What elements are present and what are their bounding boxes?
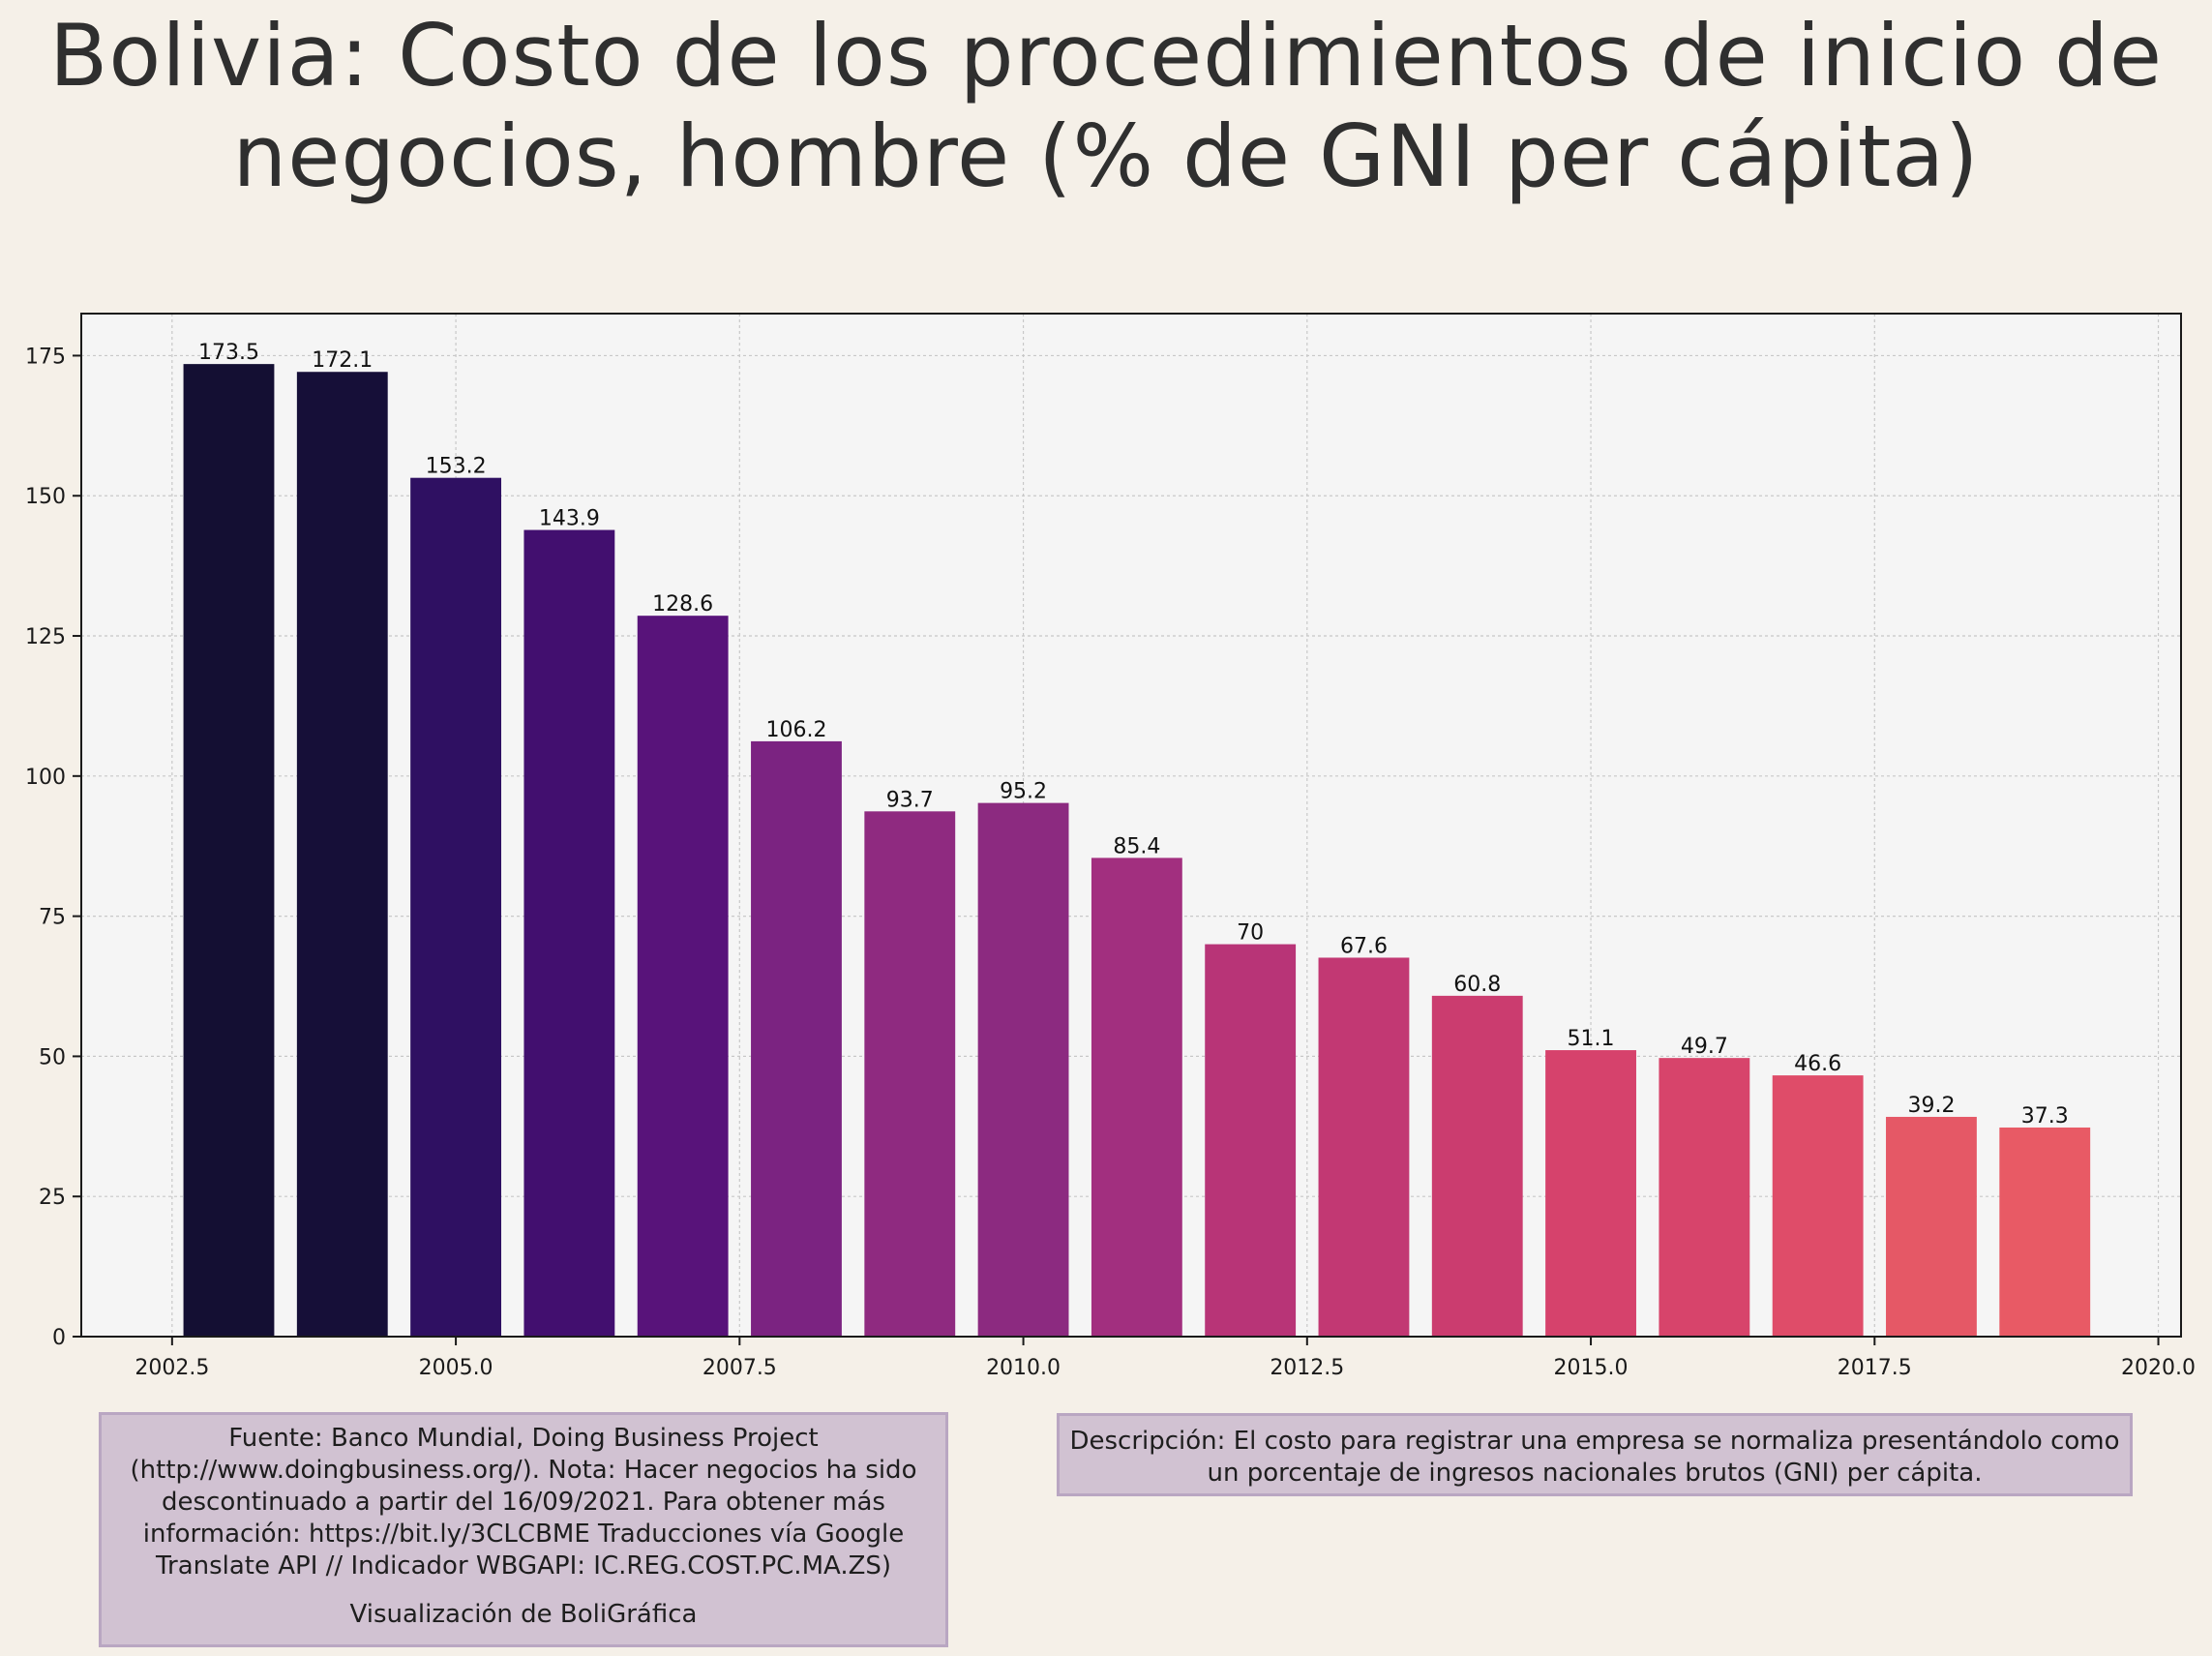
bar xyxy=(1318,957,1410,1337)
y-tick-label: 150 xyxy=(25,485,66,509)
bar-value-label: 70 xyxy=(1237,921,1264,946)
y-tick-label: 75 xyxy=(39,906,66,930)
bar-value-label: 49.7 xyxy=(1681,1035,1728,1059)
bar xyxy=(1772,1075,1864,1337)
x-tick-label: 2017.5 xyxy=(1838,1356,1912,1380)
bar-value-label: 153.2 xyxy=(426,455,487,479)
bar-chart: 173.5 172.1 153.2 143.9 128.6 106.2 93.7 95.2 85… xyxy=(25,313,2196,1380)
bar-value-label: 95.2 xyxy=(1000,780,1047,804)
bar-value-label: 143.9 xyxy=(539,507,600,531)
chart-title: Bolivia: Costo de los procedimientos de … xyxy=(48,6,2164,206)
plot-frame xyxy=(80,313,2182,1338)
x-tick-label: 2002.5 xyxy=(135,1356,209,1380)
bar xyxy=(1431,995,1523,1337)
bar xyxy=(1205,944,1297,1337)
bar-value-label: 85.4 xyxy=(1113,834,1160,858)
bar xyxy=(296,372,388,1338)
bar-value-label: 37.3 xyxy=(2021,1104,2069,1129)
y-tick-label: 0 xyxy=(52,1326,66,1350)
bar xyxy=(637,616,729,1337)
bar-value-label: 106.2 xyxy=(765,718,826,742)
bar-value-label: 46.6 xyxy=(1794,1052,1841,1076)
y-tick-label: 50 xyxy=(39,1045,66,1069)
x-tick-label: 2010.0 xyxy=(986,1356,1061,1380)
source-text: Fuente: Banco Mundial, Doing Business Pr… xyxy=(130,1424,917,1581)
bar-value-label: 172.1 xyxy=(312,348,373,373)
bar xyxy=(751,740,842,1337)
bar xyxy=(523,529,615,1337)
y-tick-label: 25 xyxy=(39,1186,66,1210)
x-tick-label: 2012.5 xyxy=(1270,1356,1344,1380)
bar-value-label: 173.5 xyxy=(198,341,259,365)
y-tick-label: 125 xyxy=(25,625,66,649)
bar-value-label: 60.8 xyxy=(1453,973,1501,997)
bar xyxy=(183,364,275,1337)
y-tick-label: 100 xyxy=(25,766,66,790)
bar xyxy=(977,802,1069,1337)
bar xyxy=(1659,1058,1750,1337)
bar xyxy=(410,477,501,1337)
data-labels: 173.5 172.1 153.2 143.9 128.6 106.2 93.7 95.2 85… xyxy=(198,341,2069,1129)
x-tick-label: 2020.0 xyxy=(2121,1356,2196,1380)
bar xyxy=(1091,858,1182,1337)
y-tick-label: 175 xyxy=(25,345,66,369)
source-note: Fuente: Banco Mundial, Doing Business Pr… xyxy=(99,1412,948,1647)
bar-value-label: 67.6 xyxy=(1340,934,1388,958)
axes: 0 25 50 75 100 125 150 175 2002.5 2005.0 2007.5 201… xyxy=(25,345,2196,1380)
description-note: Descripción: El costo para registrar una… xyxy=(1057,1413,2133,1496)
description-text: Descripción: El costo para registrar una… xyxy=(1069,1427,2120,1488)
bars xyxy=(183,364,2091,1338)
bar xyxy=(1999,1127,2091,1337)
bar-value-label: 93.7 xyxy=(886,788,934,812)
bar xyxy=(864,811,956,1337)
bar-value-label: 128.6 xyxy=(652,592,713,617)
bar-value-label: 39.2 xyxy=(1907,1094,1955,1118)
x-tick-label: 2015.0 xyxy=(1554,1356,1629,1380)
x-tick-label: 2005.0 xyxy=(419,1356,493,1380)
bar xyxy=(1545,1050,1636,1337)
bar-value-label: 51.1 xyxy=(1568,1027,1615,1051)
x-tick-label: 2007.5 xyxy=(702,1356,777,1380)
bar xyxy=(1886,1116,1977,1337)
credit-text: Visualización de BoliGráfica xyxy=(349,1600,698,1629)
